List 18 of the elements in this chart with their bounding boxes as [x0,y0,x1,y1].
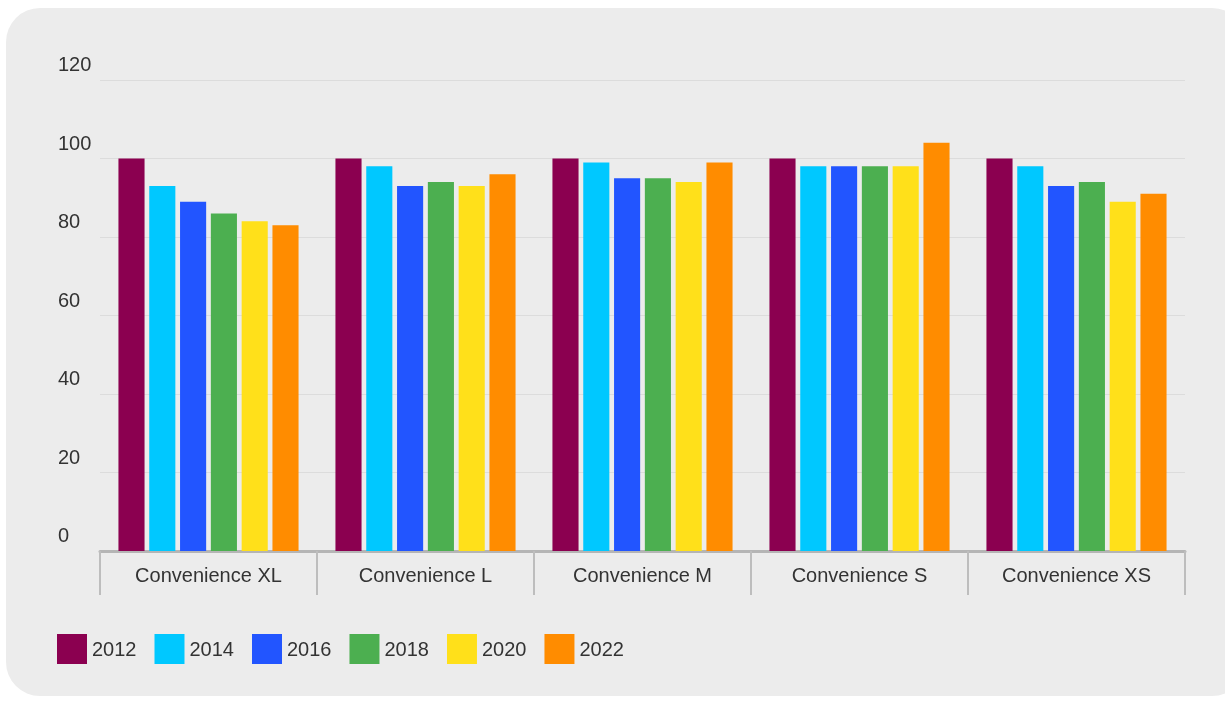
y-tick-label: 100 [58,131,92,154]
x-tick-label: Convenience S [791,564,928,586]
y-tick-label: 20 [58,445,81,468]
x-tick-label: Convenience XL [135,564,282,586]
legend-label: 2020 [481,638,527,660]
legend-label: 2012 [92,638,137,660]
legend-label: 2016 [286,638,332,660]
x-tick-label: Convenience XS [1002,564,1151,586]
y-tick-label: 0 [58,524,70,546]
y-tick-label: 120 [58,53,92,75]
y-tick-label: 40 [58,367,81,389]
legend-label: 2022 [579,638,624,660]
x-tick-label: Convenience M [573,564,712,586]
y-tick-label: 80 [58,210,81,232]
legend-label: 2018 [384,638,429,660]
y-tick-label: 60 [58,288,81,311]
legend-label: 2014 [189,638,234,660]
x-tick-label: Convenience L [358,564,493,586]
